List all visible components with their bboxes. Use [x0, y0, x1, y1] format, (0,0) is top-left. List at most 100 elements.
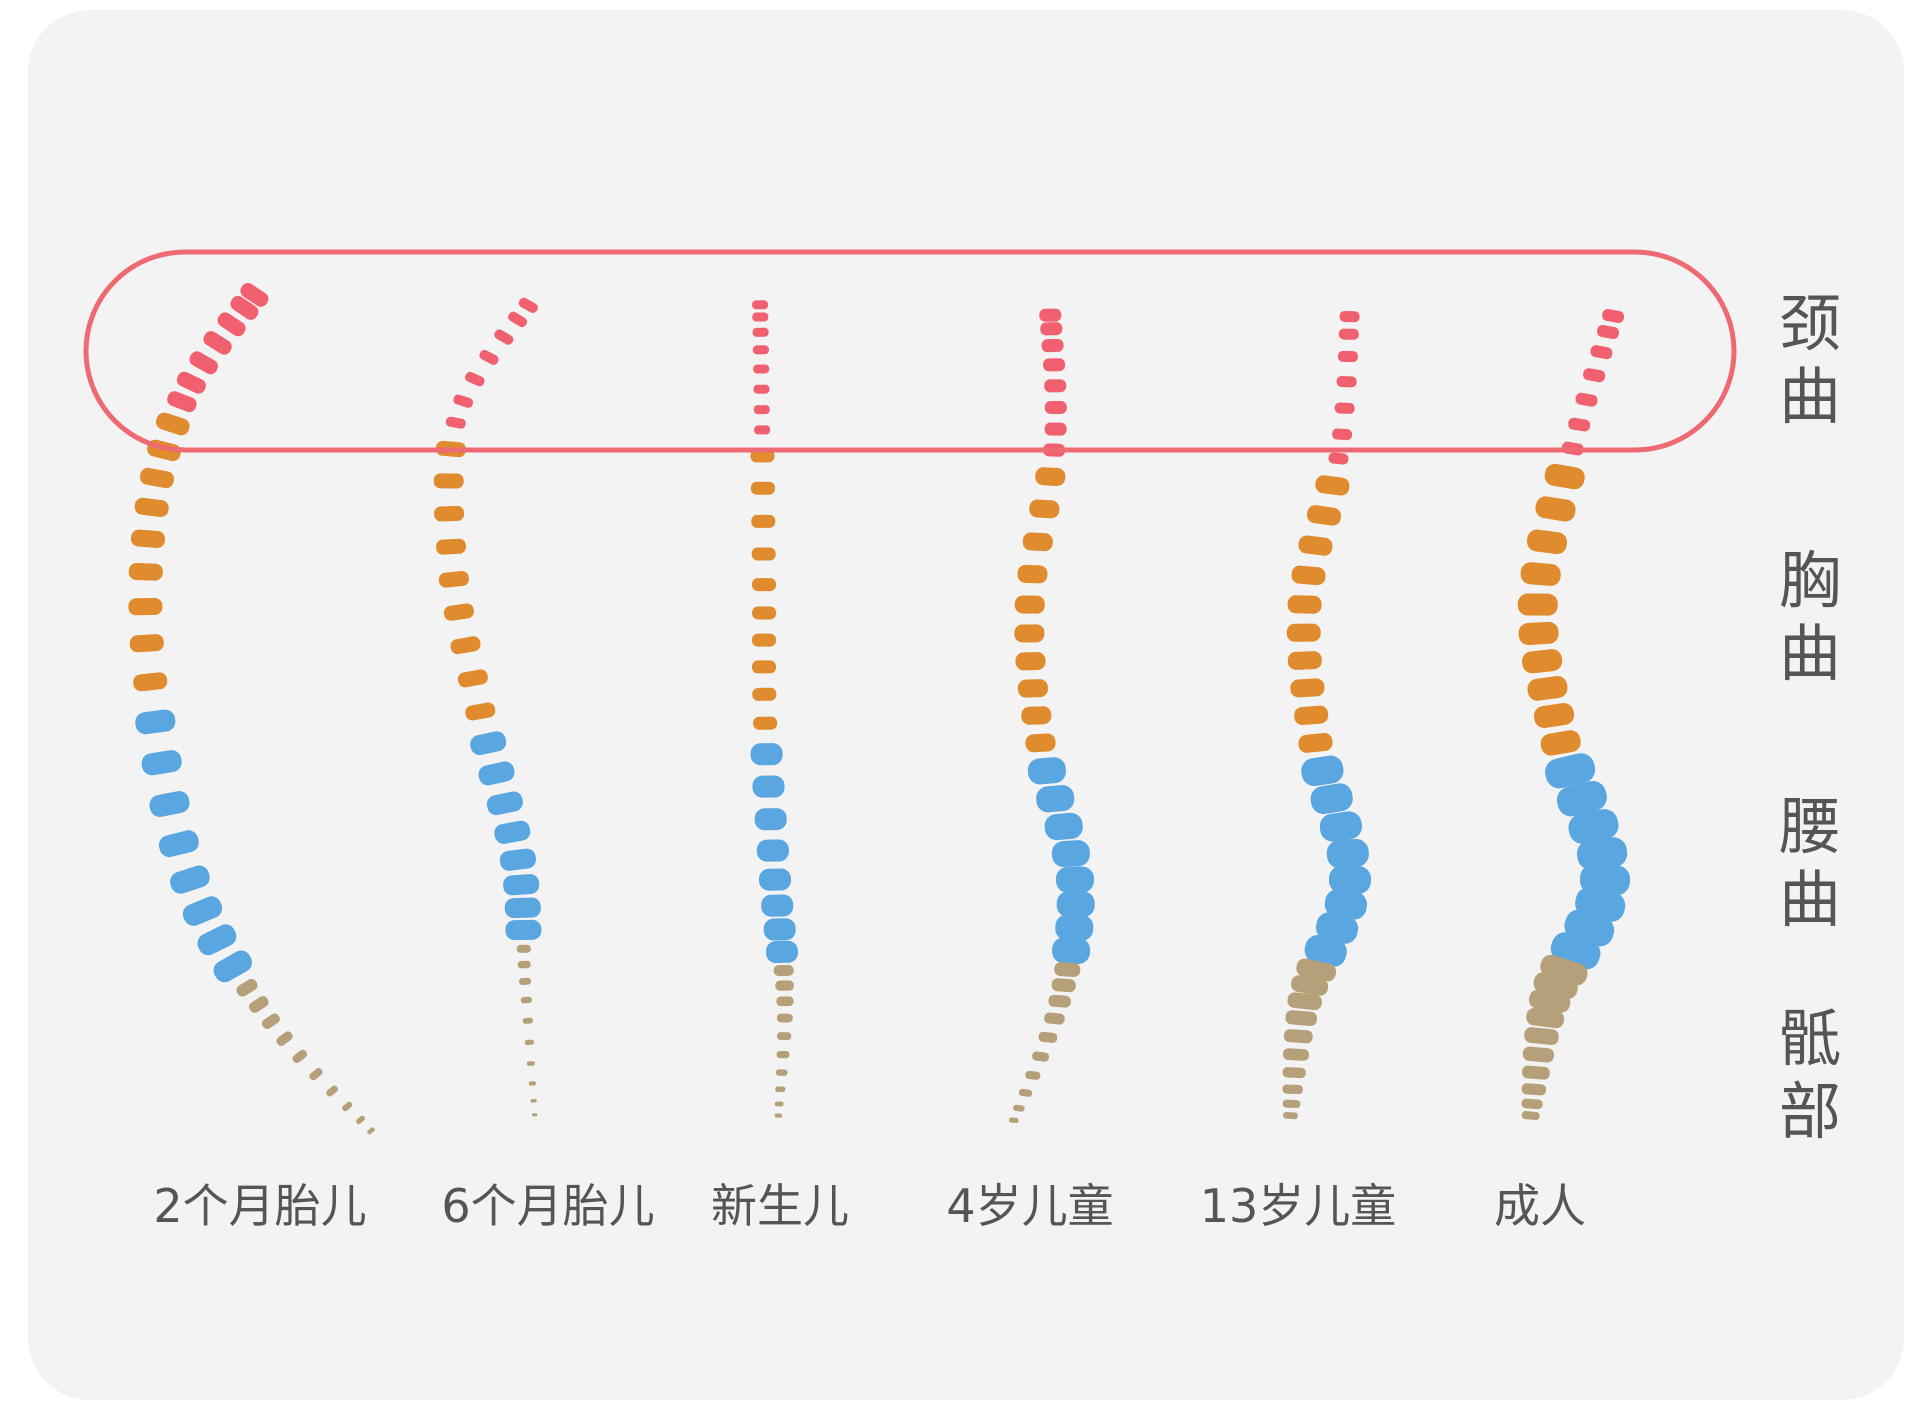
vertebra-thoracic	[1015, 652, 1046, 671]
vertebra-sacral	[1282, 1048, 1310, 1061]
vertebra-lumbar	[761, 894, 794, 917]
spine-child-13y	[1282, 310, 1372, 1120]
vertebra-sacral	[1282, 1084, 1303, 1095]
vertebra-thoracic	[128, 597, 163, 616]
vertebra-lumbar	[1051, 840, 1090, 868]
vertebra-cervical	[753, 384, 770, 394]
vertebra-cervical	[1039, 308, 1062, 322]
vertebra-sacral	[367, 1127, 375, 1135]
vertebra-thoracic	[133, 672, 168, 692]
vertebra-sacral	[236, 978, 258, 997]
vertebra-thoracic	[1298, 535, 1333, 556]
spine-fetus-6m	[433, 297, 542, 1117]
vertebra-sacral	[519, 977, 532, 985]
vertebra-lumbar	[750, 743, 783, 766]
vertebra-lumbar	[1304, 934, 1347, 967]
vertebra-thoracic	[435, 538, 467, 555]
vertebra-lumbar	[141, 750, 182, 776]
vertebra-thoracic	[130, 529, 166, 549]
vertebra-sacral	[261, 1013, 280, 1029]
vertebra-cervical	[465, 371, 485, 387]
vertebra-sacral	[1296, 958, 1337, 982]
vertebra-sacral	[1048, 994, 1071, 1008]
vertebra-lumbar	[1326, 838, 1369, 869]
region-label-cervical: 颈 曲	[1779, 287, 1841, 433]
vertebra-thoracic	[1014, 595, 1045, 614]
vertebra-lumbar	[1319, 811, 1363, 842]
vertebra-cervical	[1602, 308, 1625, 324]
vertebra-thoracic	[1294, 705, 1329, 725]
vertebra-sacral	[1044, 1012, 1065, 1025]
vertebra-thoracic	[1540, 730, 1581, 756]
vertebra-cervical	[1583, 368, 1606, 383]
vertebra-thoracic	[1017, 564, 1048, 584]
vertebra-sacral	[528, 1081, 536, 1086]
vertebra-thoracic	[1287, 595, 1322, 614]
vertebra-cervical	[453, 394, 474, 408]
vertebra-cervical	[752, 312, 769, 322]
vertebra-thoracic	[1287, 651, 1322, 670]
vertebra-lumbar	[149, 791, 190, 817]
vertebra-thoracic	[1022, 532, 1053, 552]
vertebra-thoracic	[752, 633, 776, 647]
vertebra-cervical	[1328, 452, 1349, 465]
vertebra-cervical	[1575, 392, 1598, 407]
stage-label-fetus-6m: 6个月胎儿	[441, 1179, 654, 1233]
vertebra-sacral	[1291, 975, 1329, 996]
vertebra-lumbar	[504, 897, 541, 919]
spines-group	[128, 282, 1631, 1135]
vertebra-cervical	[217, 312, 246, 337]
vertebra-cervical	[1337, 350, 1358, 363]
region-label-sacral: 骶 部	[1779, 1002, 1841, 1148]
vertebra-thoracic	[450, 636, 481, 655]
vertebra-lumbar	[170, 865, 210, 894]
vertebra-lumbar	[1556, 780, 1607, 817]
vertebra-lumbar	[763, 918, 796, 941]
region-label-sacral-2: 部	[1779, 1075, 1841, 1148]
vertebra-thoracic	[1517, 593, 1558, 616]
vertebra-thoracic	[1535, 496, 1576, 522]
vertebra-thoracic	[751, 547, 776, 561]
vertebra-sacral	[1529, 989, 1571, 1013]
vertebra-lumbar	[752, 775, 785, 798]
region-label-lumbar-1: 腰	[1779, 790, 1841, 863]
vertebra-lumbar	[1036, 785, 1075, 813]
vertebra-cervical	[1338, 328, 1359, 340]
vertebra-thoracic	[1017, 679, 1048, 698]
cervical-highlight-outline	[83, 249, 1737, 453]
vertebra-sacral	[1008, 1117, 1019, 1124]
vertebra-sacral	[776, 1050, 790, 1059]
vertebra-thoracic	[751, 578, 777, 592]
vertebra-sacral	[516, 944, 531, 953]
vertebra-cervical	[518, 297, 538, 313]
vertebra-cervical	[752, 327, 769, 337]
vertebra-sacral	[774, 1101, 784, 1107]
vertebra-lumbar	[1310, 783, 1353, 815]
vertebra-sacral	[773, 964, 794, 977]
vertebra-sacral	[326, 1085, 338, 1097]
vertebra-thoracic	[1315, 475, 1350, 496]
vertebra-sacral	[531, 1113, 538, 1117]
vertebra-cervical	[1044, 401, 1067, 414]
vertebra-thoracic	[1533, 703, 1575, 728]
region-label-cervical-1: 颈	[1779, 287, 1841, 360]
vertebra-lumbar	[1568, 809, 1619, 844]
vertebra-cervical	[1596, 324, 1620, 340]
vertebra-cervical	[1041, 338, 1064, 353]
vertebra-cervical	[754, 425, 771, 435]
vertebra-lumbar	[1044, 812, 1083, 841]
vertebra-thoracic	[443, 603, 474, 621]
vertebra-cervical	[753, 364, 770, 374]
vertebra-thoracic	[1014, 624, 1045, 643]
vertebra-lumbar	[135, 709, 176, 735]
vertebra-sacral	[524, 1039, 534, 1046]
vertebra-cervical	[1332, 428, 1353, 441]
vertebra-lumbar	[158, 830, 199, 858]
vertebra-sacral	[249, 996, 269, 1013]
vertebra-thoracic	[1526, 529, 1568, 555]
vertebra-thoracic	[1527, 676, 1568, 701]
vertebra-thoracic	[134, 497, 169, 518]
vertebra-sacral	[775, 980, 794, 991]
